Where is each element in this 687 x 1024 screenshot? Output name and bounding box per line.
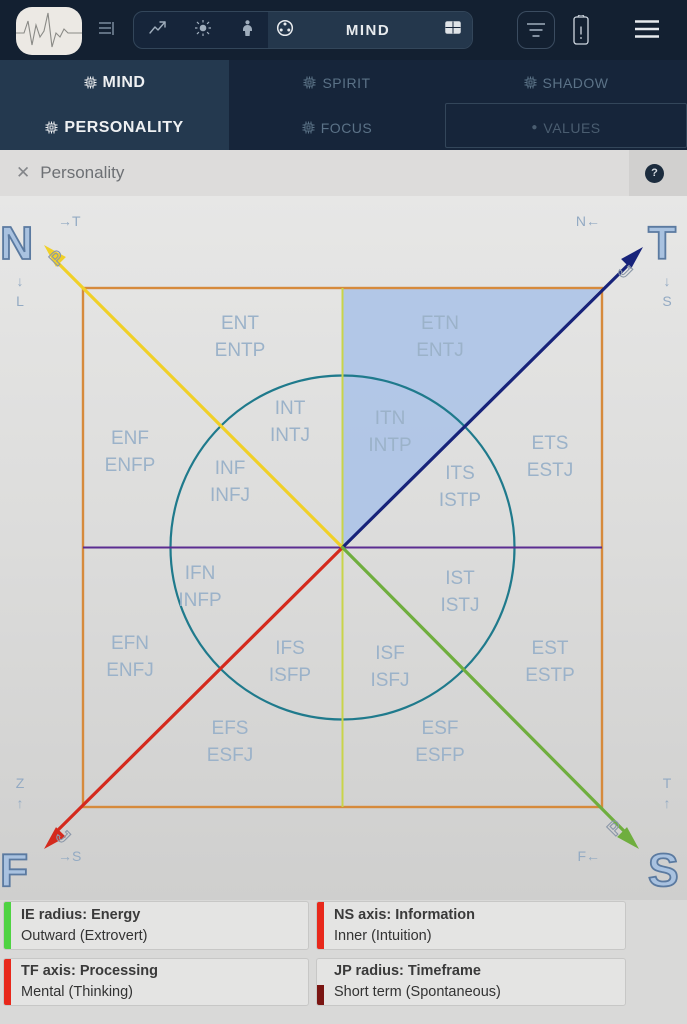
svg-text:ESF: ESF [422,718,459,739]
svg-text:→S: →S [58,848,81,864]
svg-text:ISFP: ISFP [269,665,311,686]
svg-text:T: T [663,775,672,791]
svg-text:INTP: INTP [368,435,411,456]
svg-text:N←: N← [576,213,600,229]
svg-text:INFJ: INFJ [210,485,250,506]
svg-text:↓: ↓ [17,273,24,289]
svg-text:ENFJ: ENFJ [106,660,154,681]
svg-text:↓: ↓ [664,273,671,289]
svg-text:F←: F← [577,848,600,864]
svg-text:IFS: IFS [275,638,305,659]
svg-text:ISTP: ISTP [439,490,481,511]
svg-text:↑: ↑ [17,795,24,811]
svg-text:INFP: INFP [178,590,221,611]
svg-text:J: J [51,826,73,848]
svg-text:IST: IST [445,568,475,589]
svg-text:J: J [613,261,635,283]
svg-text:↑: ↑ [664,795,671,811]
svg-text:ISFJ: ISFJ [370,670,409,691]
svg-text:ISTJ: ISTJ [440,595,479,616]
svg-text:ENF: ENF [111,428,149,449]
svg-text:IFN: IFN [185,563,216,584]
svg-text:ITN: ITN [375,408,406,429]
svg-text:ETN: ETN [421,313,459,334]
svg-text:INF: INF [215,458,246,479]
svg-text:ITS: ITS [445,463,475,484]
svg-text:ESTJ: ESTJ [527,460,573,481]
svg-text:ENTP: ENTP [215,340,266,361]
svg-text:T: T [648,217,676,269]
svg-text:Z: Z [16,775,25,791]
svg-text:EST: EST [532,638,569,659]
svg-text:→T: →T [58,213,81,229]
svg-text:F: F [0,844,28,896]
svg-text:S: S [662,293,671,309]
svg-text:INTJ: INTJ [270,425,310,446]
svg-text:ETS: ETS [532,433,569,454]
svg-text:ENFP: ENFP [105,455,156,476]
svg-text:ENT: ENT [221,313,259,334]
svg-text:ESTP: ESTP [525,665,575,686]
svg-text:ESFJ: ESFJ [207,745,253,766]
svg-text:ISF: ISF [375,643,405,664]
svg-text:S: S [648,844,679,896]
svg-text:EFS: EFS [212,718,249,739]
svg-text:EFN: EFN [111,633,149,654]
svg-text:INT: INT [275,398,306,419]
svg-text:ESFP: ESFP [415,745,465,766]
svg-text:N: N [0,217,33,269]
svg-text:L: L [16,293,24,309]
svg-text:ENTJ: ENTJ [416,340,464,361]
